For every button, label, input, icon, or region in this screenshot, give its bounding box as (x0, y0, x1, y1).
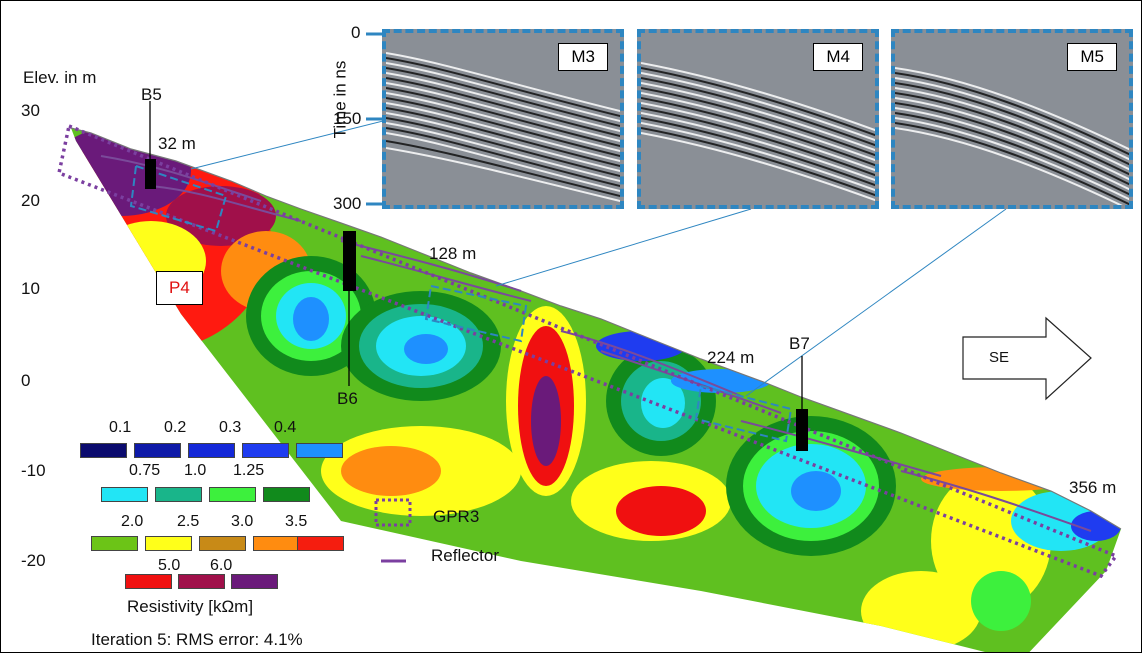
legend-value: 5.0 (158, 557, 181, 574)
gpr3-key-label: GPR3 (433, 507, 480, 526)
legend-swatch (178, 574, 225, 589)
profile-label: P4 (156, 271, 203, 305)
y-tick: -10 (21, 461, 46, 480)
legend-swatch (296, 443, 343, 458)
direction-arrow (962, 316, 1092, 401)
legend-value: 3.5 (285, 513, 308, 530)
legend-swatch (253, 536, 300, 551)
legend-swatch (231, 574, 278, 589)
distance-label: 32 m (158, 134, 196, 153)
legend-value: 3.0 (231, 513, 254, 530)
y-tick: 0 (21, 371, 31, 390)
legend-value: 0.75 (129, 462, 161, 479)
legend-value: 1.0 (184, 462, 207, 479)
distance-label: 356 m (1069, 478, 1117, 497)
legend-swatch (209, 487, 256, 502)
y-tick: -20 (21, 551, 46, 570)
gpr-panel-m5: M5 (891, 29, 1133, 209)
gpr-panel-label: M5 (1067, 43, 1117, 71)
legend-value: 0.4 (274, 419, 297, 436)
legend-swatch (199, 536, 246, 551)
gpr-panel-m4: M4 (637, 29, 879, 209)
borehole-b5 (145, 159, 156, 189)
gpr-panel-label: M3 (558, 43, 608, 71)
borehole-b7 (796, 409, 808, 451)
borehole-label: B6 (337, 389, 358, 408)
legend-swatch (155, 487, 202, 502)
legend-swatch (145, 536, 192, 551)
direction-label: SE (989, 349, 1010, 366)
legend-swatch (101, 487, 148, 502)
y-axis-title: Elev. in m (23, 68, 97, 87)
legend-value: 2.0 (121, 513, 144, 530)
legend-swatch (134, 443, 181, 458)
legend-swatch (91, 536, 138, 551)
gpr3-outline (56, 123, 1119, 579)
y-tick: 20 (21, 191, 40, 210)
legend-swatch (188, 443, 235, 458)
legend-title: Resistivity [kΩm] (127, 597, 254, 616)
gpr-panel-label: M4 (813, 43, 863, 71)
legend-swatch (297, 536, 344, 551)
legend-value: 0.3 (219, 419, 242, 436)
y-tick: 30 (21, 101, 40, 120)
legend-value: 6.0 (210, 557, 233, 574)
distance-label: 224 m (707, 348, 755, 367)
legend-swatch (80, 443, 127, 458)
gpr-tick: 300 (333, 194, 362, 213)
legend-value: 2.5 (177, 513, 200, 530)
borehole-b6 (343, 231, 356, 291)
gpr-tick: 150 (333, 109, 362, 128)
legend-value: 0.1 (109, 419, 132, 436)
legend-swatch (242, 443, 289, 458)
reflector-lines (100, 155, 1092, 532)
gpr-tick: 0 (351, 23, 361, 42)
legend-swatch (125, 574, 172, 589)
legend-value: 0.2 (164, 419, 187, 436)
borehole-label: B7 (789, 334, 810, 353)
borehole-label: B5 (141, 85, 162, 104)
distance-label: 128 m (429, 244, 477, 263)
reflector-key-label: Reflector (431, 546, 500, 565)
legend-swatch (263, 487, 310, 502)
y-tick: 10 (21, 279, 40, 298)
footer-note: Iteration 5: RMS error: 4.1% (91, 630, 303, 649)
gpr-panel-m3: M3 (382, 29, 624, 209)
legend-value: 1.25 (233, 462, 265, 479)
